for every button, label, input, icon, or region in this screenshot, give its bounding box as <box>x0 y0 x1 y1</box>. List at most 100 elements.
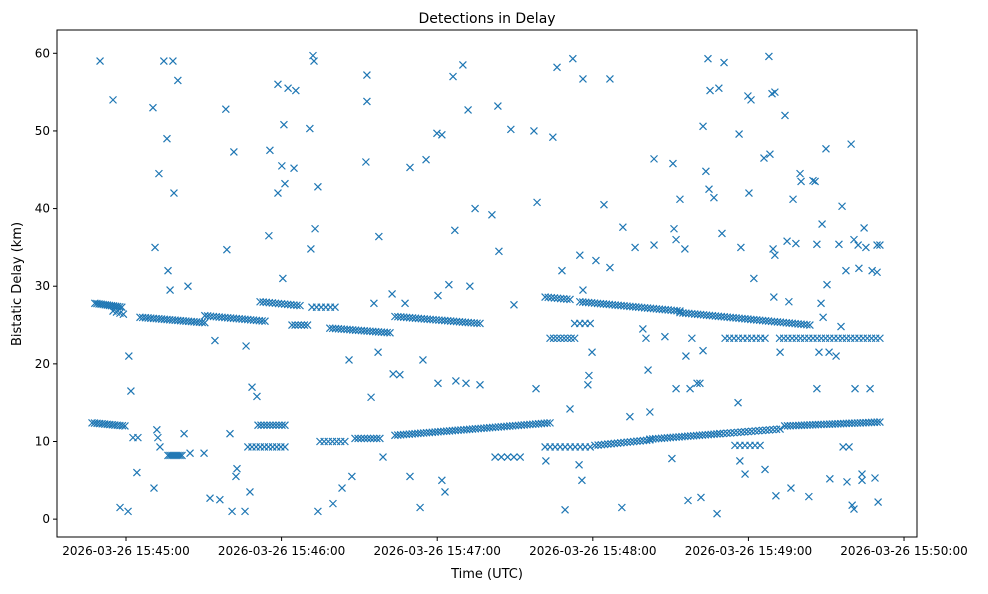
data-point-marker <box>363 434 372 443</box>
data-point-marker <box>263 421 271 430</box>
y-tick-label: 30 <box>35 279 50 293</box>
data-point-marker <box>597 440 606 449</box>
data-point-marker <box>291 86 300 95</box>
data-point-marker <box>875 334 884 343</box>
data-point-marker <box>96 57 104 65</box>
data-point-marker <box>366 434 375 443</box>
data-point-marker <box>254 421 262 430</box>
x-axis-label: Time (UTC) <box>450 567 523 582</box>
data-point-marker <box>873 418 882 427</box>
data-point-marker <box>733 428 742 437</box>
data-point-marker <box>416 503 425 512</box>
data-point-marker <box>783 237 791 246</box>
data-point-marker <box>229 147 238 156</box>
data-point-marker <box>812 384 821 393</box>
data-point-marker <box>268 299 277 307</box>
y-axis-label: Bistatic Delay (km) <box>10 222 25 346</box>
data-point-marker <box>354 434 363 443</box>
data-point-marker <box>433 129 441 138</box>
data-point-marker <box>594 441 603 449</box>
data-point-marker <box>575 460 583 469</box>
data-point-marker <box>164 266 172 275</box>
data-point-marker <box>281 443 289 451</box>
data-point-marker <box>705 185 713 194</box>
data-point-marker <box>451 377 460 385</box>
data-point-marker <box>516 453 525 461</box>
data-point-marker <box>488 210 496 219</box>
data-point-marker <box>845 443 853 451</box>
data-point-marker <box>874 498 883 506</box>
data-point-marker <box>340 437 349 446</box>
data-point-marker <box>369 434 378 443</box>
data-point-marker <box>154 169 163 178</box>
data-point-marker <box>579 74 587 83</box>
data-point-marker <box>266 421 274 430</box>
data-point-marker <box>124 352 133 361</box>
data-point-marker <box>566 295 574 304</box>
data-point-marker <box>281 421 289 430</box>
data-point-marker <box>361 158 370 166</box>
data-point-marker <box>434 291 442 300</box>
data-point-marker <box>769 245 777 253</box>
data-point-marker <box>719 429 728 438</box>
data-point-marker <box>686 384 694 393</box>
data-point-marker <box>441 488 449 496</box>
data-point-marker <box>672 235 680 244</box>
data-point-marker <box>476 380 484 389</box>
data-point-marker <box>547 293 556 302</box>
data-point-marker <box>592 256 600 265</box>
data-point-marker <box>296 301 304 310</box>
data-point-marker <box>817 299 825 308</box>
x-tick-label: 2026-03-26 15:47:00 <box>373 544 500 558</box>
data-point-marker <box>458 61 467 69</box>
data-point-marker <box>730 428 738 437</box>
data-point-marker <box>180 429 189 438</box>
data-point-marker <box>699 346 707 355</box>
data-point-marker <box>303 321 312 329</box>
data-point-marker <box>676 195 684 204</box>
data-point-marker <box>313 182 322 191</box>
data-point-marker <box>769 425 777 434</box>
data-point-marker <box>379 453 387 461</box>
y-tick-label: 40 <box>35 202 50 216</box>
data-point-marker <box>713 430 721 438</box>
data-point-marker <box>631 243 640 252</box>
data-point-marker <box>495 247 503 256</box>
data-point-marker <box>206 494 214 503</box>
data-point-marker <box>151 243 159 252</box>
data-point-marker <box>567 334 576 343</box>
data-point-marker <box>300 321 309 329</box>
data-point-marker <box>329 499 337 508</box>
data-point-marker <box>294 321 303 329</box>
data-point-marker <box>186 449 194 458</box>
data-point-marker <box>362 97 371 106</box>
data-point-marker <box>331 303 339 312</box>
data-point-marker <box>548 133 557 142</box>
data-point-marker <box>280 300 289 309</box>
data-point-marker <box>242 342 250 350</box>
data-point-marker <box>289 301 298 309</box>
data-point-marker <box>761 426 770 435</box>
data-point-marker <box>823 280 831 289</box>
data-point-marker <box>847 140 856 149</box>
data-point-marker <box>765 425 774 434</box>
data-point-marker <box>617 503 626 512</box>
data-point-marker <box>286 300 295 309</box>
x-tick-label: 2026-03-26 15:50:00 <box>840 544 967 558</box>
data-point-marker <box>570 334 579 343</box>
data-point-marker <box>310 57 318 65</box>
data-point-marker <box>278 421 286 430</box>
data-point-marker <box>311 224 319 233</box>
data-point-marker <box>875 418 884 427</box>
data-point-marker <box>497 453 506 461</box>
data-point-marker <box>388 290 397 298</box>
data-point-marker <box>437 476 446 485</box>
data-point-marker <box>133 433 142 442</box>
data-point-marker <box>737 428 746 437</box>
data-point-marker <box>735 456 744 465</box>
data-point-marker <box>771 491 780 500</box>
data-point-marker <box>351 434 359 443</box>
data-point-marker <box>723 429 731 438</box>
y-tick-label: 60 <box>35 46 50 60</box>
data-point-marker <box>720 58 728 67</box>
